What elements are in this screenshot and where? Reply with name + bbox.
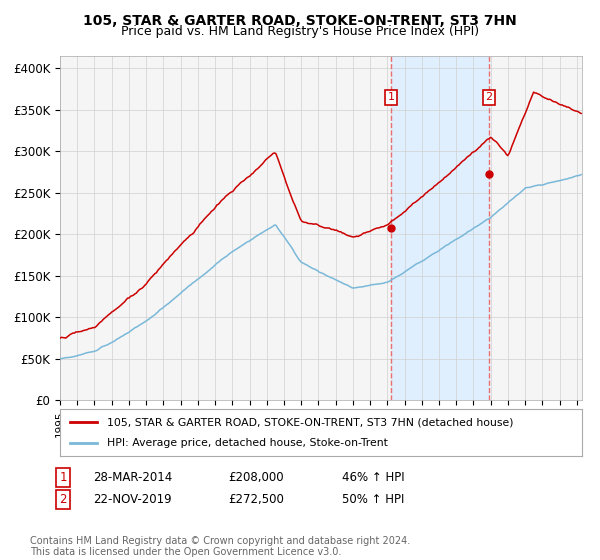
Text: 50% ↑ HPI: 50% ↑ HPI <box>342 493 404 506</box>
Text: 28-MAR-2014: 28-MAR-2014 <box>93 470 172 484</box>
Text: Price paid vs. HM Land Registry's House Price Index (HPI): Price paid vs. HM Land Registry's House … <box>121 25 479 38</box>
Text: £272,500: £272,500 <box>228 493 284 506</box>
Text: 1: 1 <box>388 92 395 102</box>
Bar <box>391 56 489 400</box>
Text: 1: 1 <box>59 470 67 484</box>
Text: 105, STAR & GARTER ROAD, STOKE-ON-TRENT, ST3 7HN (detached house): 105, STAR & GARTER ROAD, STOKE-ON-TRENT,… <box>107 417 514 427</box>
Text: 105, STAR & GARTER ROAD, STOKE-ON-TRENT, ST3 7HN: 105, STAR & GARTER ROAD, STOKE-ON-TRENT,… <box>83 14 517 28</box>
Text: Contains HM Land Registry data © Crown copyright and database right 2024.
This d: Contains HM Land Registry data © Crown c… <box>30 535 410 557</box>
Text: 2: 2 <box>59 493 67 506</box>
Text: 2: 2 <box>485 92 493 102</box>
Text: HPI: Average price, detached house, Stoke-on-Trent: HPI: Average price, detached house, Stok… <box>107 438 388 448</box>
Text: 22-NOV-2019: 22-NOV-2019 <box>93 493 172 506</box>
Text: £208,000: £208,000 <box>228 470 284 484</box>
Text: 46% ↑ HPI: 46% ↑ HPI <box>342 470 404 484</box>
